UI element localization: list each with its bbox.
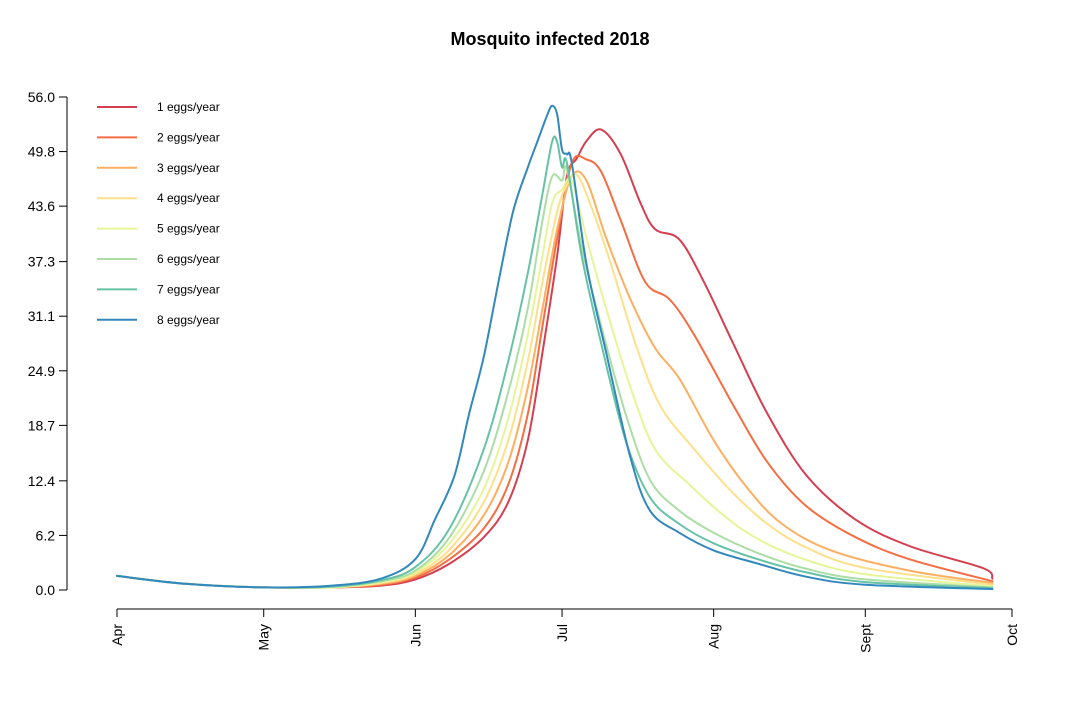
series-line-1	[116, 128, 994, 589]
legend-label-3: 3 eggs/year	[157, 161, 220, 175]
legend-label-8: 8 eggs/year	[157, 313, 220, 327]
legend-label-1: 1 eggs/year	[157, 100, 220, 114]
x-tick-label: Sept	[857, 624, 873, 653]
y-tick-label: 24.9	[28, 363, 55, 379]
y-tick-label: 18.7	[28, 417, 55, 433]
series-line-6	[116, 165, 994, 589]
x-tick-label: Apr	[109, 624, 125, 646]
series-line-4	[116, 172, 994, 589]
x-tick-label: Jun	[407, 624, 423, 647]
y-tick-label: 31.1	[28, 308, 55, 324]
y-tick-label: 49.8	[28, 144, 55, 160]
x-axis: Apr May Jun Jul Aug Sept Oct	[109, 608, 1020, 653]
series-line-8	[116, 104, 994, 591]
legend-label-4: 4 eggs/year	[157, 191, 220, 205]
series-line-3	[116, 170, 994, 589]
legend-label-5: 5 eggs/year	[157, 222, 220, 236]
x-tick-label: Jul	[554, 624, 570, 642]
y-tick-label: 12.4	[28, 473, 55, 489]
y-tick-label: 6.2	[36, 527, 56, 543]
legend-label-7: 7 eggs/year	[157, 282, 220, 296]
y-tick-label: 43.6	[28, 198, 55, 214]
y-axis: 0.0 6.2 12.4 18.7 24.9 31.1 37.3 43.6 49.8 56.0	[28, 89, 68, 598]
legend-label-6: 6 eggs/year	[157, 252, 220, 266]
y-tick-label: 37.3	[28, 254, 55, 270]
x-tick-label: Aug	[706, 624, 722, 649]
series-layer	[116, 104, 994, 591]
chart-title: Mosquito infected 2018	[450, 29, 649, 49]
x-tick-label: Oct	[1004, 624, 1020, 646]
x-tick-label: May	[256, 624, 272, 650]
legend-label-2: 2 eggs/year	[157, 130, 220, 144]
y-tick-label: 56.0	[28, 89, 55, 105]
series-line-7	[116, 135, 994, 590]
legend: 1 eggs/year 2 eggs/year 3 eggs/year 4 eggs/…	[97, 100, 220, 327]
y-tick-label: 0.0	[36, 582, 56, 598]
